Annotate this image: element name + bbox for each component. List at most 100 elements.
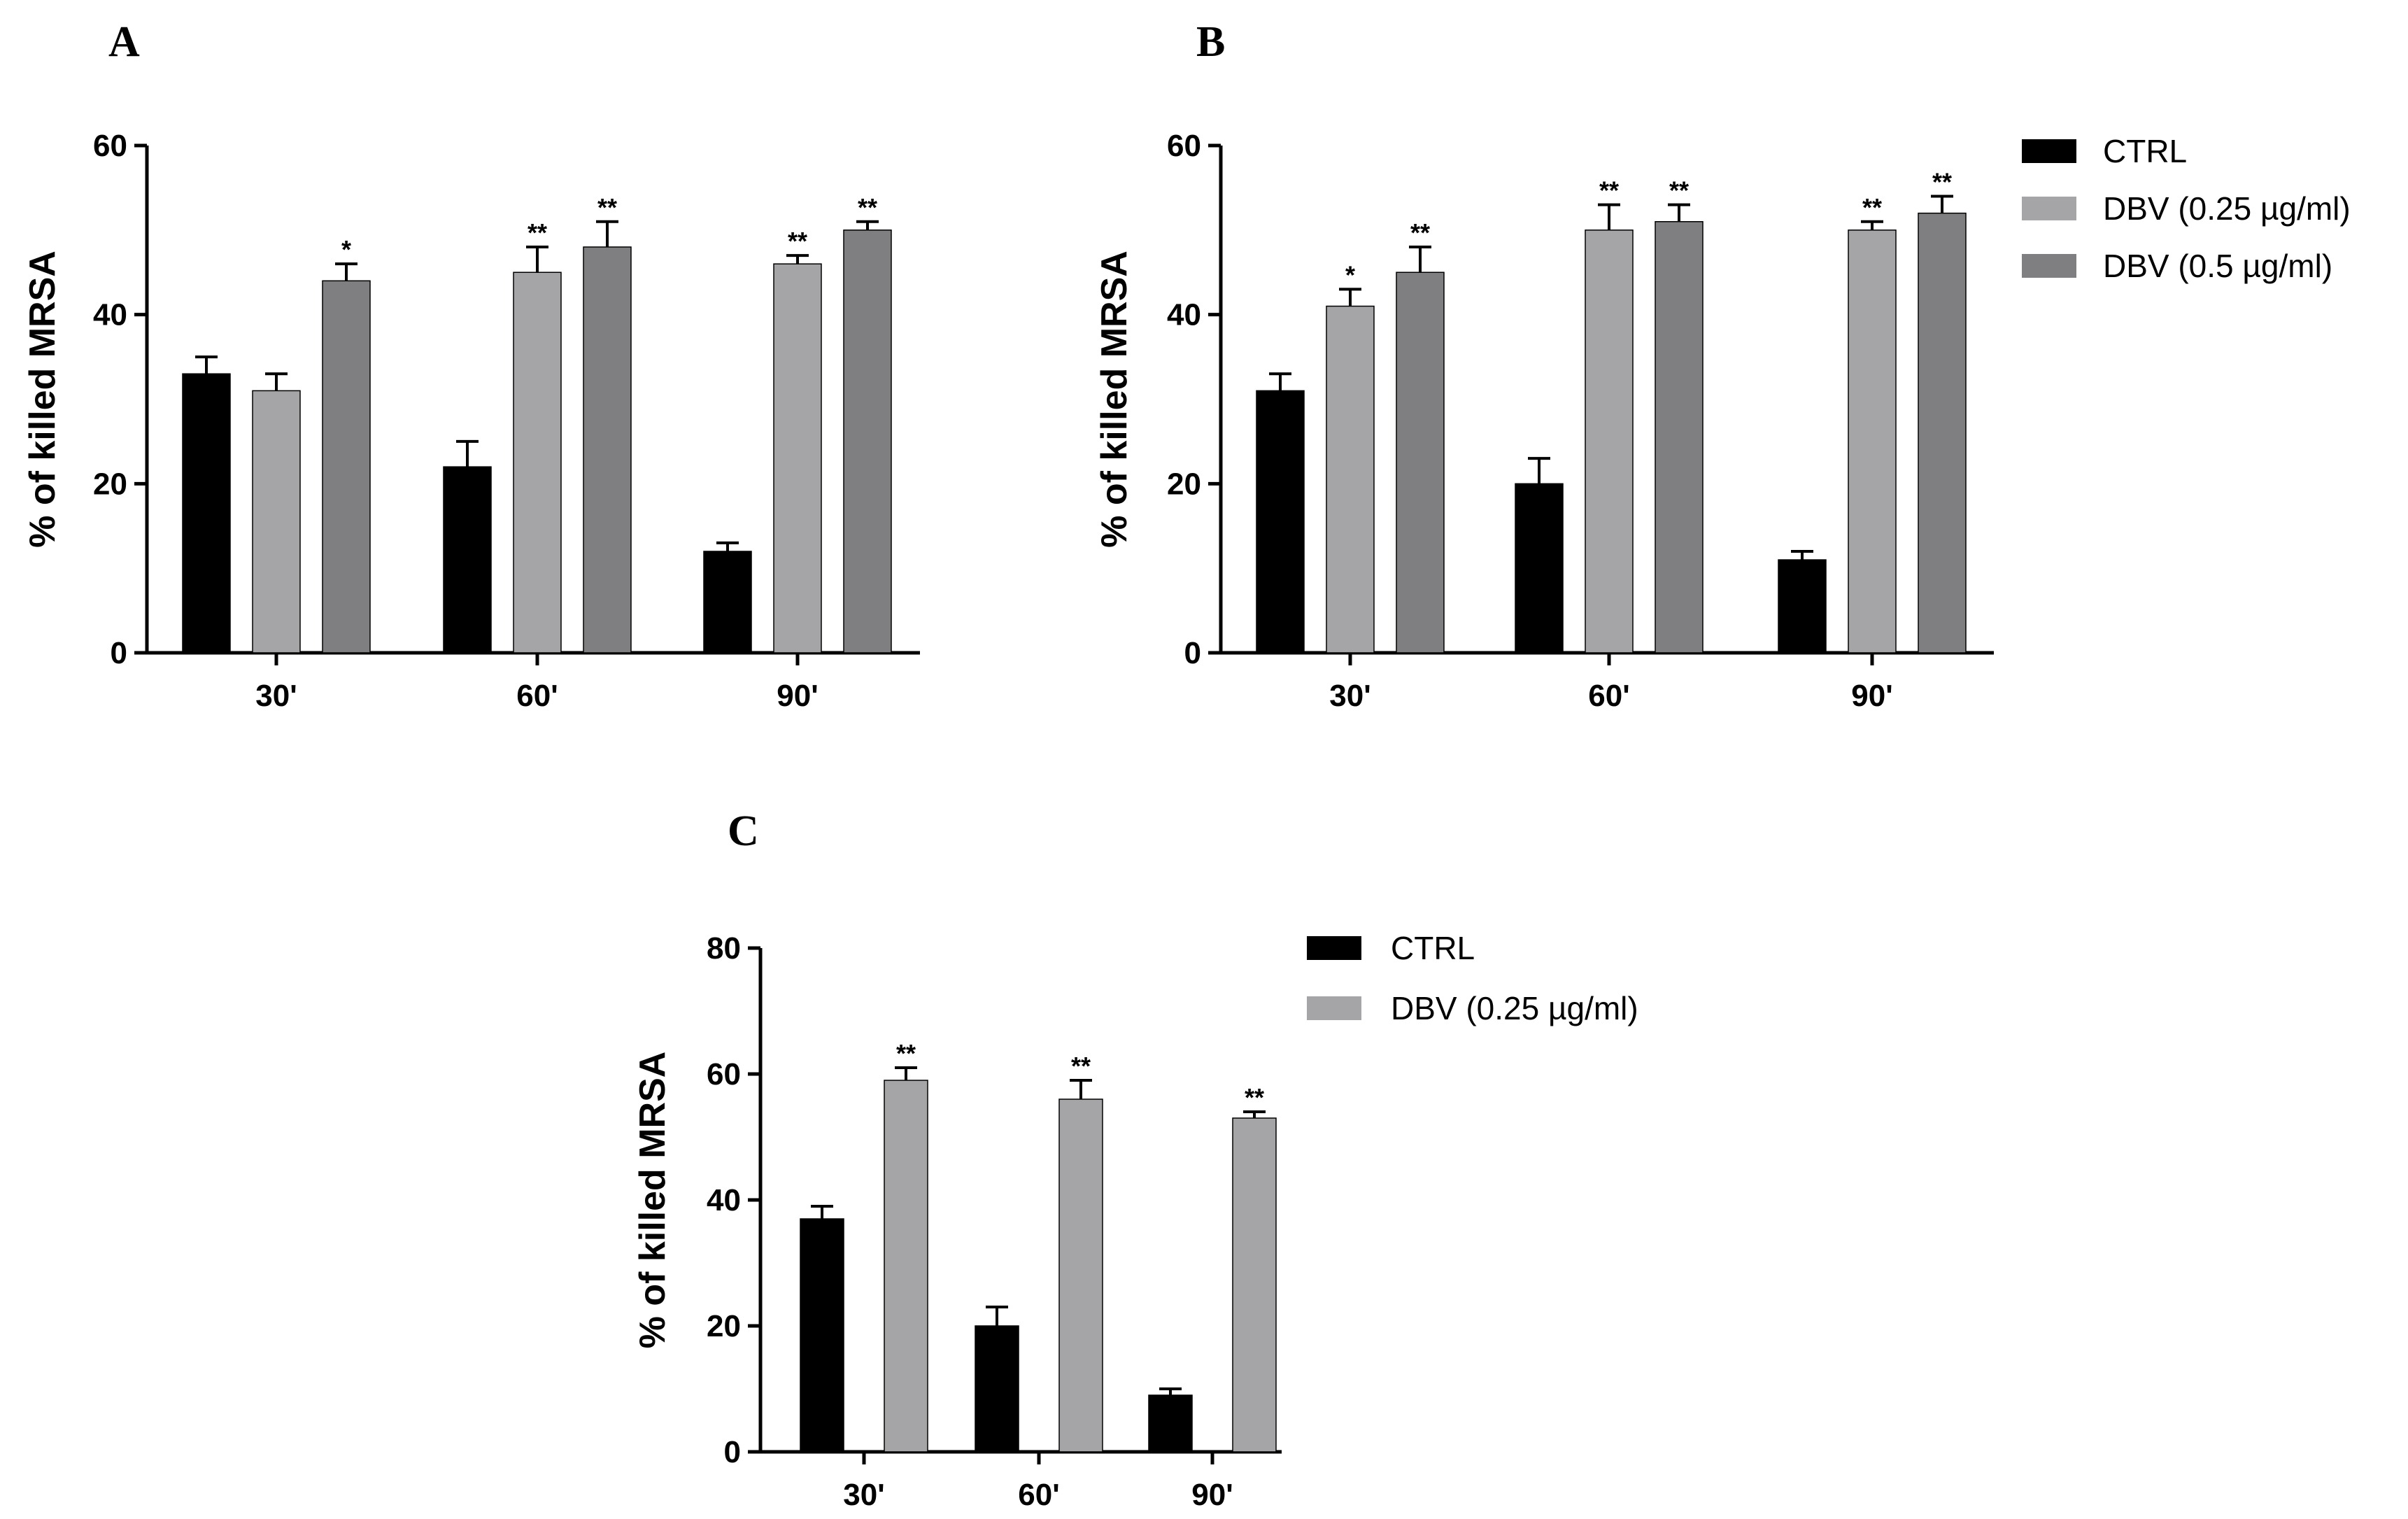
chart-b-y-axis-label: % of killed MRSA [1094, 250, 1135, 548]
chart-c-error-bar [811, 1205, 833, 1219]
chart-c-error-bar [1243, 1110, 1266, 1118]
chart-c-error-bar [986, 1306, 1008, 1326]
chart-b-legend-swatch [2022, 197, 2076, 220]
chart-c-y-tick-label: 60 [707, 1057, 741, 1091]
chart-b-bar [1778, 559, 1827, 653]
chart-c-error-bar [1070, 1079, 1092, 1099]
chart-a-error-bar [596, 220, 618, 247]
chart-b-significance-label: ** [1862, 193, 1882, 222]
chart-c-bar [800, 1218, 844, 1453]
chart-a-significance-label: ** [597, 193, 617, 222]
chart-c-y-tick-label: 0 [724, 1435, 741, 1469]
chart-c-x-tick-label: 30' [843, 1478, 884, 1512]
chart-b-y-tick-label: 20 [1167, 467, 1201, 501]
chart-a-significance-label: ** [788, 227, 807, 255]
chart-c-bar [1058, 1098, 1103, 1453]
chart-c-significance-label: ** [1071, 1052, 1091, 1080]
chart-a-bar [773, 263, 822, 653]
chart-a-significance-label: ** [527, 218, 547, 247]
chart-a-bar [513, 271, 562, 653]
chart-b-legend-label: DBV (0.5 µg/ml) [2103, 248, 2332, 284]
chart-a-x-tick-label: 60' [516, 679, 558, 713]
chart-a-error-bar [456, 439, 479, 467]
chart-b-y-tick-label: 0 [1184, 636, 1201, 670]
chart-c-legend-swatch [1307, 936, 1361, 960]
chart-b-bar [1326, 305, 1375, 653]
chart-a-error-bar [335, 262, 357, 281]
chart-c-legend-label: CTRL [1391, 930, 1475, 966]
chart-a-panel-label: A [108, 18, 140, 66]
chart-a-bar [252, 390, 301, 653]
chart-b-significance-label: * [1345, 260, 1355, 289]
chart-b-y-tick-label: 40 [1167, 298, 1201, 332]
chart-c-error-bar [1159, 1387, 1182, 1395]
chart-a-y-axis-label: % of killed MRSA [22, 250, 63, 548]
chart-b-error-bar [1931, 195, 1953, 213]
chart-b-legend-swatch [2022, 139, 2076, 163]
chart-c-y-tick-label: 40 [707, 1183, 741, 1217]
panel-a: A 0 20 40 60 % of killed MRSA 30' * 60' ** ** 90' **… [22, 18, 920, 713]
chart-b-y-tick-label: 60 [1167, 129, 1201, 163]
chart-b-bar [1585, 229, 1634, 653]
chart-b-error-bar [1528, 457, 1550, 484]
chart-b-x-tick-label: 60' [1588, 679, 1629, 713]
chart-c-y-tick-label: 80 [707, 931, 741, 966]
chart-b-error-bar [1668, 203, 1690, 222]
chart-c-significance-label: ** [896, 1039, 916, 1068]
chart-b-legend-label: DBV (0.25 µg/ml) [2103, 190, 2351, 227]
chart-c-y-tick-label: 20 [707, 1309, 741, 1343]
chart-a-significance-label: ** [858, 193, 877, 222]
chart-c-bar [975, 1325, 1019, 1453]
chart-c-bar [1232, 1117, 1277, 1453]
chart-a-y-tick-label: 40 [93, 298, 127, 332]
chart-b-significance-label: ** [1410, 218, 1430, 247]
chart-b-significance-label: ** [1669, 176, 1689, 205]
chart-c-x-tick-label: 60' [1018, 1478, 1059, 1512]
chart-a-significance-label: * [341, 235, 351, 264]
chart-b-bar [1918, 212, 1967, 653]
chart-a-bar [443, 466, 492, 653]
chart-c-bar [884, 1080, 928, 1453]
chart-a-bar [583, 246, 632, 653]
chart-b-legend-label: CTRL [2103, 133, 2187, 169]
chart-a-error-bar [786, 254, 809, 264]
chart-a-y-tick-label: 60 [93, 129, 127, 163]
chart-a-error-bar [526, 246, 548, 273]
chart-c-panel-label: C [728, 807, 759, 855]
chart-b-panel-label: B [1196, 18, 1225, 66]
chart-c-legend-label: DBV (0.25 µg/ml) [1391, 990, 1638, 1026]
chart-c-error-bar [895, 1066, 917, 1080]
chart-b-error-bar [1791, 550, 1813, 560]
chart-a-x-tick-label: 90' [777, 679, 818, 713]
chart-a-bar [843, 229, 892, 653]
chart-a-error-bar [265, 372, 288, 391]
chart-c-bar [1148, 1394, 1193, 1453]
chart-b-x-tick-label: 90' [1851, 679, 1892, 713]
chart-c-legend-swatch [1307, 996, 1361, 1020]
chart-a-bar [182, 373, 231, 653]
panel-c: C 0 20 40 60 80 % of killed MRSA 30' ** 60' ** 90' *… [632, 807, 1638, 1512]
chart-b-error-bar [1339, 288, 1361, 306]
chart-a-y-tick-label: 0 [111, 636, 127, 670]
chart-a-bar [703, 551, 752, 653]
chart-b-significance-label: ** [1932, 168, 1952, 197]
chart-b-error-bar [1409, 246, 1431, 273]
chart-c-x-tick-label: 90' [1191, 1478, 1233, 1512]
chart-b-bar [1515, 483, 1564, 653]
chart-b-bar [1655, 221, 1704, 653]
chart-a-x-tick-label: 30' [255, 679, 297, 713]
chart-b-bar [1848, 229, 1897, 653]
chart-b-legend-swatch [2022, 254, 2076, 278]
chart-c-significance-label: ** [1245, 1083, 1264, 1112]
chart-b-x-tick-label: 30' [1329, 679, 1371, 713]
chart-b-error-bar [1598, 203, 1620, 230]
chart-a-error-bar [716, 541, 739, 551]
chart-b-bar [1256, 390, 1305, 653]
chart-c-y-axis-label: % of killed MRSA [632, 1052, 673, 1349]
chart-b-error-bar [1861, 220, 1883, 230]
chart-a-y-tick-label: 20 [93, 467, 127, 501]
chart-b-error-bar [1269, 372, 1291, 391]
chart-a-bar [322, 280, 371, 653]
